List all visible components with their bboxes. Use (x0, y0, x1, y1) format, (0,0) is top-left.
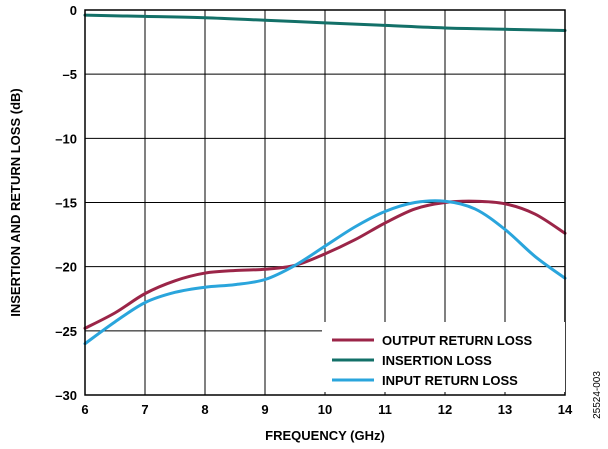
plot-frame (84, 9, 566, 396)
legend-label: INSERTION LOSS (382, 353, 492, 368)
series-line-output-return-loss (83, 199, 567, 330)
y-tick-label: 0 (70, 3, 77, 18)
y-tick-label: –20 (55, 260, 77, 275)
legend-label: INPUT RETURN LOSS (382, 373, 518, 388)
x-axis-label: FREQUENCY (GHz) (265, 428, 385, 443)
y-ticks: 0 –5 –10 –15 –20 –25 –30 (55, 3, 77, 403)
y-axis-label: INSERTION AND RETURN LOSS (dB) (8, 88, 23, 316)
y-tick-label: –10 (55, 131, 77, 146)
y-tick-label: –25 (55, 324, 77, 339)
x-tick-label: 9 (261, 402, 268, 417)
x-tick-label: 12 (438, 402, 452, 417)
x-tick-label: 14 (558, 402, 573, 417)
y-tick-label: –30 (55, 388, 77, 403)
x-tick-label: 8 (201, 402, 208, 417)
series-line-input-return-loss (83, 199, 567, 346)
x-tick-label: 10 (318, 402, 332, 417)
legend: OUTPUT RETURN LOSS INSERTION LOSS INPUT RE… (322, 322, 565, 392)
x-tick-label: 13 (498, 402, 512, 417)
series-line-insertion-loss (83, 13, 567, 33)
x-ticks: 6 7 8 9 10 11 12 13 14 (81, 402, 573, 417)
y-tick-label: –15 (55, 196, 77, 211)
x-tick-label: 6 (81, 402, 88, 417)
y-tick-label: –5 (63, 67, 77, 82)
x-tick-label: 7 (141, 402, 148, 417)
figure-id: 25524-003 (592, 371, 603, 419)
x-tick-label: 11 (378, 402, 392, 417)
legend-label: OUTPUT RETURN LOSS (382, 333, 533, 348)
series-layer (83, 13, 567, 346)
